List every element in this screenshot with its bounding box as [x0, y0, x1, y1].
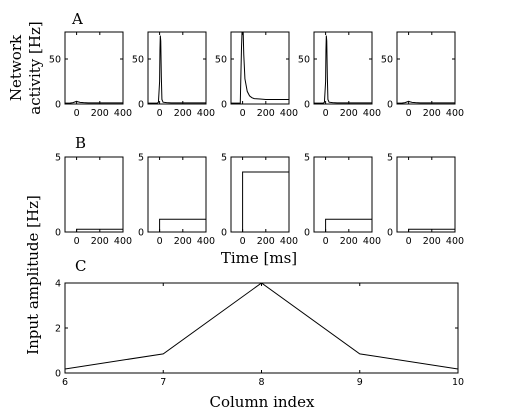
panel-a-5-axes: 0 200 400 0 50	[381, 31, 464, 119]
panel-a-1-xtick-label: 400	[114, 108, 132, 119]
panel-b-2-xtick-label: 0	[157, 236, 163, 247]
panel-b-1-xtick-label: 0	[74, 236, 80, 247]
panel-label-b: B	[75, 134, 86, 152]
panel-a-1-ytick-label: 50	[49, 55, 61, 66]
panel-a-2-xtick-label: 200	[174, 108, 192, 119]
panel-a-4-ytick-label: 0	[304, 100, 310, 111]
panel-b-5-axes: 0 200 400 0 5	[387, 153, 464, 248]
panel-b-5-xtick-label: 400	[446, 236, 464, 247]
panel-b-2-axes: 0 200 400 0 5	[138, 153, 215, 248]
panel-b-1-ytick-label: 5	[55, 153, 61, 164]
panel-c-ytick-label: 2	[55, 324, 61, 335]
column-xlabel: Column index	[209, 393, 315, 411]
panel-label-a: A	[71, 10, 83, 28]
panel-a-2-xtick-label: 400	[197, 108, 215, 119]
panel-b-4-xtick-label: 400	[363, 236, 381, 247]
panel-a-1-axes: 0 200 400 0 50	[49, 31, 132, 119]
panel-b-4-series-line	[314, 218, 372, 232]
panel-b-5-ytick-label: 5	[387, 153, 393, 164]
panel-c-ytick-label: 0	[55, 369, 61, 380]
panel-a-4-xtick-label: 400	[363, 108, 381, 119]
panel-b-3-ytick-label: 5	[221, 153, 227, 164]
panel-a-4-frame	[313, 31, 373, 105]
panel-a-5-xtick-label: 0	[406, 108, 412, 119]
panel-b-2-ytick-label: 0	[138, 228, 144, 239]
panel-a-1-series-line	[65, 100, 123, 104]
panel-a-3-xtick-label: 400	[280, 108, 298, 119]
panel-a-1-ytick-label: 0	[55, 100, 61, 111]
panel-a-5-ytick-label: 50	[381, 55, 393, 66]
panel-b-4-axes: 0 200 400 0 5	[304, 153, 381, 248]
panel-a-1-frame	[64, 31, 124, 105]
panel-c-xtick-label: 7	[160, 377, 166, 388]
panel-b-3-series-line	[231, 171, 289, 232]
panel-b-4-frame	[313, 156, 373, 233]
panel-a-2-series-line	[148, 35, 206, 104]
panel-a-3-series-line	[231, 32, 289, 104]
panel-b-1-frame	[64, 156, 124, 233]
panel-c-ytick-label: 4	[55, 279, 61, 290]
panel-a-3-xtick-label: 200	[257, 108, 275, 119]
panel-b-1-ytick-label: 0	[55, 228, 61, 239]
panel-a-5-xtick-label: 200	[423, 108, 441, 119]
panel-a-2-xtick-label: 0	[157, 108, 163, 119]
panel-b-2-series-line	[148, 218, 206, 232]
panel-b-2-xtick-label: 400	[197, 236, 215, 247]
panel-a-1-xtick-label: 0	[74, 108, 80, 119]
panel-b-3-xtick-label: 0	[240, 236, 246, 247]
panel-c-xtick-label: 9	[357, 377, 363, 388]
panel-a-1-xtick-label: 200	[91, 108, 109, 119]
panel-a-4-series-line	[314, 35, 372, 104]
panel-a-4-ytick-label: 50	[298, 55, 310, 66]
panel-b-3-ytick-label: 0	[221, 228, 227, 239]
panel-a-5-ytick-label: 0	[387, 100, 393, 111]
panel-a-2-ytick-label: 50	[132, 55, 144, 66]
panel-a-5-xtick-label: 400	[446, 108, 464, 119]
panel-a-2-frame	[147, 31, 207, 105]
panel-a-2-axes: 0 200 400 0 50	[132, 31, 215, 119]
panel-c-xtick-label: 10	[452, 377, 464, 388]
panel-b-5-frame	[396, 156, 456, 233]
panel-c-xtick-label: 8	[258, 377, 264, 388]
panel-b-5-xtick-label: 200	[423, 236, 441, 247]
panel-b-3-frame	[230, 156, 290, 233]
time-xlabel: Time [ms]	[221, 249, 297, 267]
panel-b-4-ytick-label: 5	[304, 153, 310, 164]
panel-a-3-ytick-label: 0	[221, 100, 227, 111]
panel-a-3-frame	[230, 31, 290, 105]
row-a-ylabel-line2: activity [Hz]	[26, 21, 44, 114]
panel-a-3-ytick-label: 50	[215, 55, 227, 66]
panel-b-5-xtick-label: 0	[406, 236, 412, 247]
panel-a-4-xtick-label: 0	[323, 108, 329, 119]
panel-b-3-axes: 0 200 400 0 5	[221, 153, 298, 248]
panel-a-5-frame	[396, 31, 456, 105]
panel-b-2-ytick-label: 5	[138, 153, 144, 164]
panel-a-4-axes: 0 200 400 0 50	[298, 31, 381, 119]
panel-a-5-series-line	[397, 100, 455, 104]
input-ylabel: Input amplitude [Hz]	[24, 195, 42, 355]
panel-a-4-xtick-label: 200	[340, 108, 358, 119]
panel-a-3-axes: 0 200 400 0 50	[215, 31, 298, 119]
panel-b-3-xtick-label: 400	[280, 236, 298, 247]
panel-b-2-frame	[147, 156, 207, 233]
panel-b-5-ytick-label: 0	[387, 228, 393, 239]
panel-b-4-ytick-label: 0	[304, 228, 310, 239]
panel-a-3-xtick-label: 0	[240, 108, 246, 119]
panel-b-3-xtick-label: 200	[257, 236, 275, 247]
panel-b-2-xtick-label: 200	[174, 236, 192, 247]
panel-c-xtick-label: 6	[62, 377, 68, 388]
row-a-ylabel-line1: Network	[7, 34, 25, 101]
panel-label-c: C	[75, 257, 86, 275]
panel-b-1-xtick-label: 400	[114, 236, 132, 247]
panel-b-4-xtick-label: 200	[340, 236, 358, 247]
panel-b-1-xtick-label: 200	[91, 236, 109, 247]
panel-a-2-ytick-label: 0	[138, 100, 144, 111]
panel-b-4-xtick-label: 0	[323, 236, 329, 247]
panel-c-axes: 6 7 8 9 10 0 2 4	[55, 279, 464, 389]
panel-b-1-axes: 0 200 400 0 5	[55, 153, 132, 248]
panel-c-series-line	[65, 283, 458, 370]
